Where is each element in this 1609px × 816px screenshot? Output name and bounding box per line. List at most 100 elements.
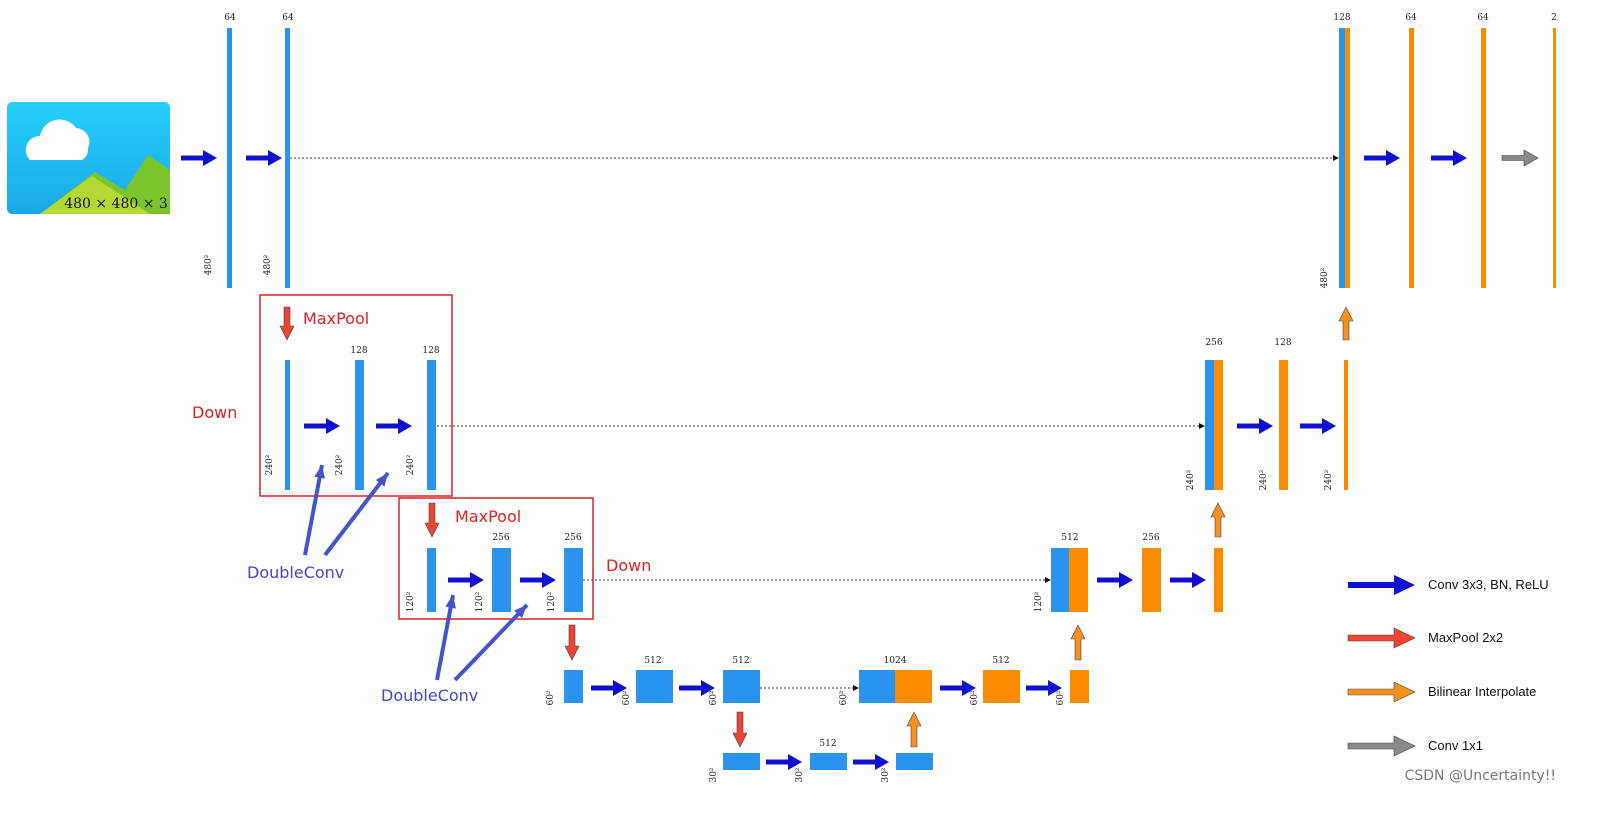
conv-arrow xyxy=(940,680,976,696)
feature-map xyxy=(427,360,436,490)
maxpool-label: MaxPool xyxy=(303,309,369,328)
conv-arrow xyxy=(1431,150,1467,166)
down-label: Down xyxy=(606,556,651,575)
maxpool-arrow xyxy=(424,502,440,538)
conv-arrow xyxy=(304,418,340,434)
feature-map xyxy=(1205,360,1214,490)
conv-arrow xyxy=(376,418,412,434)
size-label: 60² xyxy=(546,690,556,705)
pointer-head xyxy=(375,473,388,487)
feature-map xyxy=(1279,360,1288,490)
down-box xyxy=(398,497,594,620)
legend-label: Bilinear Interpolate xyxy=(1428,684,1536,699)
pointer xyxy=(303,464,324,556)
conv-arrow xyxy=(520,572,556,588)
feature-map xyxy=(1142,548,1161,612)
channel-label: 256 xyxy=(492,533,509,543)
pointer-head xyxy=(445,595,456,609)
conv-arrow xyxy=(448,572,484,588)
feature-map xyxy=(564,548,583,612)
channel-label: 64 xyxy=(1477,13,1489,23)
channel-label: 512 xyxy=(1061,533,1078,543)
feature-map xyxy=(1069,548,1088,612)
pointer-head xyxy=(514,605,527,619)
conv-arrow xyxy=(1364,150,1400,166)
legend-label: Conv 3x3, BN, ReLU xyxy=(1428,577,1549,592)
channel-label: 256 xyxy=(564,533,581,543)
doubleconv-label: DoubleConv xyxy=(247,563,344,582)
size-label: 120² xyxy=(406,591,416,612)
channel-label: 128 xyxy=(1333,13,1350,23)
size-label: 240² xyxy=(406,454,416,475)
maxpool-label: MaxPool xyxy=(455,507,521,526)
size-label: 240² xyxy=(335,454,345,475)
feature-map xyxy=(810,753,847,770)
size-label: 240² xyxy=(1324,469,1334,490)
channel-label: 512 xyxy=(819,739,836,749)
down-label: Down xyxy=(192,403,237,422)
channel-label: 128 xyxy=(422,346,439,356)
feature-map xyxy=(285,28,290,288)
skip-head xyxy=(853,685,859,691)
legend-arrow xyxy=(1347,627,1416,649)
conv-arrow xyxy=(1097,572,1133,588)
feature-map xyxy=(859,670,895,703)
channel-label: 64 xyxy=(282,13,294,23)
legend-arrow xyxy=(1347,681,1416,703)
conv-arrow xyxy=(679,680,715,696)
conv-arrow xyxy=(1300,418,1336,434)
size-label: 30² xyxy=(795,767,805,782)
legend-label: MaxPool 2x2 xyxy=(1428,630,1503,645)
pointer xyxy=(323,471,390,557)
feature-map xyxy=(983,670,1020,703)
feature-map xyxy=(492,548,511,612)
size-label: 480² xyxy=(263,254,273,275)
conv1x1-arrow xyxy=(1501,149,1539,167)
feature-map xyxy=(427,548,436,612)
conv-arrow xyxy=(181,150,217,166)
pointer-head xyxy=(314,465,325,479)
feature-map xyxy=(1070,670,1089,703)
channel-label: 256 xyxy=(1142,533,1159,543)
maxpool-arrow xyxy=(564,624,580,661)
size-label: 60² xyxy=(839,690,849,705)
feature-map xyxy=(723,670,760,703)
doubleconv-label: DoubleConv xyxy=(381,686,478,705)
skip-head xyxy=(1199,423,1205,429)
size-label: 120² xyxy=(547,591,557,612)
channel-label: 64 xyxy=(1405,13,1417,23)
size-label: 240² xyxy=(1259,469,1269,490)
input-image: 480 × 480 × 3 xyxy=(7,102,170,214)
channel-label: 128 xyxy=(1274,338,1291,348)
size-label: 30² xyxy=(709,767,719,782)
feature-map xyxy=(1553,28,1556,288)
channel-label: 512 xyxy=(644,656,661,666)
size-label: 30² xyxy=(881,767,891,782)
feature-map xyxy=(1481,28,1486,288)
channel-label: 128 xyxy=(350,346,367,356)
feature-map xyxy=(895,670,932,703)
size-label: 60² xyxy=(622,690,632,705)
size-label: 480² xyxy=(1320,267,1330,288)
legend-label: Conv 1x1 xyxy=(1428,738,1483,753)
conv-arrow xyxy=(1170,572,1206,588)
feature-map xyxy=(1339,28,1345,288)
skip-head xyxy=(1045,577,1051,583)
feature-map xyxy=(1409,28,1414,288)
upsample-arrow xyxy=(1338,306,1354,341)
pointer xyxy=(435,594,455,681)
upsample-arrow xyxy=(1210,502,1226,538)
feature-map xyxy=(1214,360,1223,490)
upsample-arrow xyxy=(906,711,922,748)
conv-arrow xyxy=(246,150,282,166)
feature-map xyxy=(636,670,673,703)
pointer xyxy=(453,603,529,682)
size-label: 240² xyxy=(1186,469,1196,490)
maxpool-arrow xyxy=(279,306,295,341)
channel-label: 512 xyxy=(732,656,749,666)
size-label: 120² xyxy=(475,591,485,612)
size-label: 240² xyxy=(265,454,275,475)
channel-label: 1024 xyxy=(884,656,907,666)
feature-map xyxy=(1345,28,1350,288)
